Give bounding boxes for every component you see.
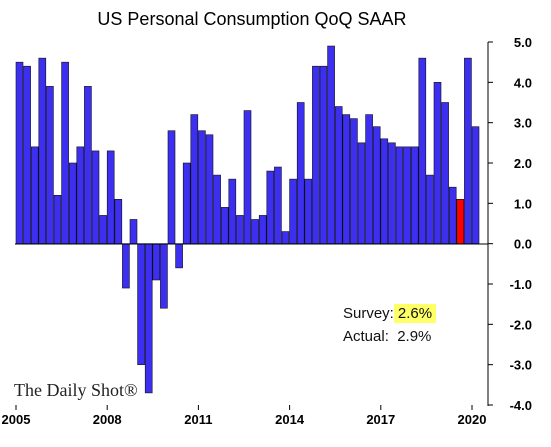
survey-value: 2.6% — [393, 304, 437, 323]
bar — [258, 215, 267, 244]
bar — [190, 114, 199, 244]
bar — [84, 86, 92, 244]
bar — [471, 126, 480, 244]
bar — [53, 194, 62, 244]
bar — [342, 114, 351, 244]
bar — [403, 146, 411, 244]
bar — [372, 126, 381, 244]
x-tick-label: 2005 — [2, 412, 31, 427]
y-tick-label: 5.0 — [514, 35, 532, 50]
bar — [198, 130, 206, 244]
y-tick-label: 4.0 — [514, 75, 532, 90]
watermark-logo: The Daily Shot® — [14, 380, 138, 400]
bar — [167, 130, 176, 244]
bar — [68, 162, 77, 244]
actual-annotation: Actual: 2.9% — [343, 328, 431, 345]
bar — [205, 134, 214, 244]
bar — [15, 61, 24, 244]
bar — [410, 146, 419, 244]
bar — [296, 102, 305, 244]
x-tick-label: 2011 — [184, 412, 212, 427]
x-tick-label: 2008 — [93, 412, 122, 427]
bar — [144, 243, 153, 394]
bar — [76, 146, 85, 244]
survey-label: Survey: — [343, 305, 394, 322]
bar — [380, 138, 389, 244]
bar — [46, 86, 54, 244]
bar — [327, 45, 335, 244]
bar — [426, 174, 434, 244]
bar — [395, 146, 404, 244]
bar — [365, 114, 373, 244]
bar — [61, 61, 69, 244]
y-tick-label: 2.0 — [514, 156, 532, 171]
x-tick-label: 2017 — [366, 412, 395, 427]
chart-title: US Personal Consumption QoQ SAAR — [97, 9, 406, 29]
bars-group — [15, 45, 480, 394]
bar — [99, 215, 107, 244]
bar — [182, 162, 191, 244]
bar — [129, 219, 138, 244]
x-tick-label: 2020 — [458, 412, 487, 427]
bar — [30, 146, 39, 244]
x-tick-label: 2014 — [275, 412, 305, 427]
bar — [251, 219, 259, 244]
bar — [312, 65, 320, 244]
bar — [38, 57, 47, 244]
y-tick-label: -2.0 — [510, 317, 532, 332]
bar — [433, 82, 442, 244]
bar — [357, 142, 366, 244]
bar — [266, 170, 275, 244]
bar — [304, 178, 313, 244]
actual-label: Actual: — [343, 328, 389, 345]
bar — [137, 243, 145, 365]
y-tick-label: 1.0 — [514, 196, 532, 211]
bar — [289, 178, 297, 244]
bar — [106, 150, 115, 244]
bar — [243, 110, 252, 244]
bar — [213, 174, 221, 244]
bar — [228, 178, 237, 244]
bar — [456, 199, 465, 244]
bar — [91, 150, 100, 244]
bar — [464, 57, 472, 244]
bar — [220, 207, 229, 244]
bar — [236, 215, 244, 244]
bar — [23, 65, 31, 244]
bar — [175, 243, 183, 269]
bar — [418, 57, 427, 244]
bar — [334, 106, 343, 244]
bar — [350, 118, 358, 244]
bar — [160, 243, 168, 309]
bar — [122, 243, 130, 289]
actual-value: 2.9% — [397, 328, 432, 345]
y-tick-label: 3.0 — [514, 116, 532, 131]
bar — [388, 142, 396, 244]
bar — [281, 231, 290, 244]
y-ticks-group: 5.0 4.0 3.0 2.0 1.0 0.0 -1.0 -2.0 -3.0 -4.0 — [488, 35, 532, 413]
bar — [114, 199, 123, 244]
x-ticks-group: 2005 2008 2011 2014 2017 2020 — [2, 405, 487, 427]
bar — [319, 65, 328, 244]
bar — [152, 243, 161, 281]
survey-annotation: Survey: 2.6% — [343, 304, 437, 323]
y-tick-label: 0.0 — [514, 237, 532, 252]
y-tick-label: -1.0 — [510, 277, 532, 292]
bar — [441, 102, 449, 244]
bar — [274, 166, 282, 244]
bar — [448, 186, 457, 244]
y-tick-label: -4.0 — [510, 398, 532, 413]
y-tick-label: -3.0 — [510, 358, 532, 373]
